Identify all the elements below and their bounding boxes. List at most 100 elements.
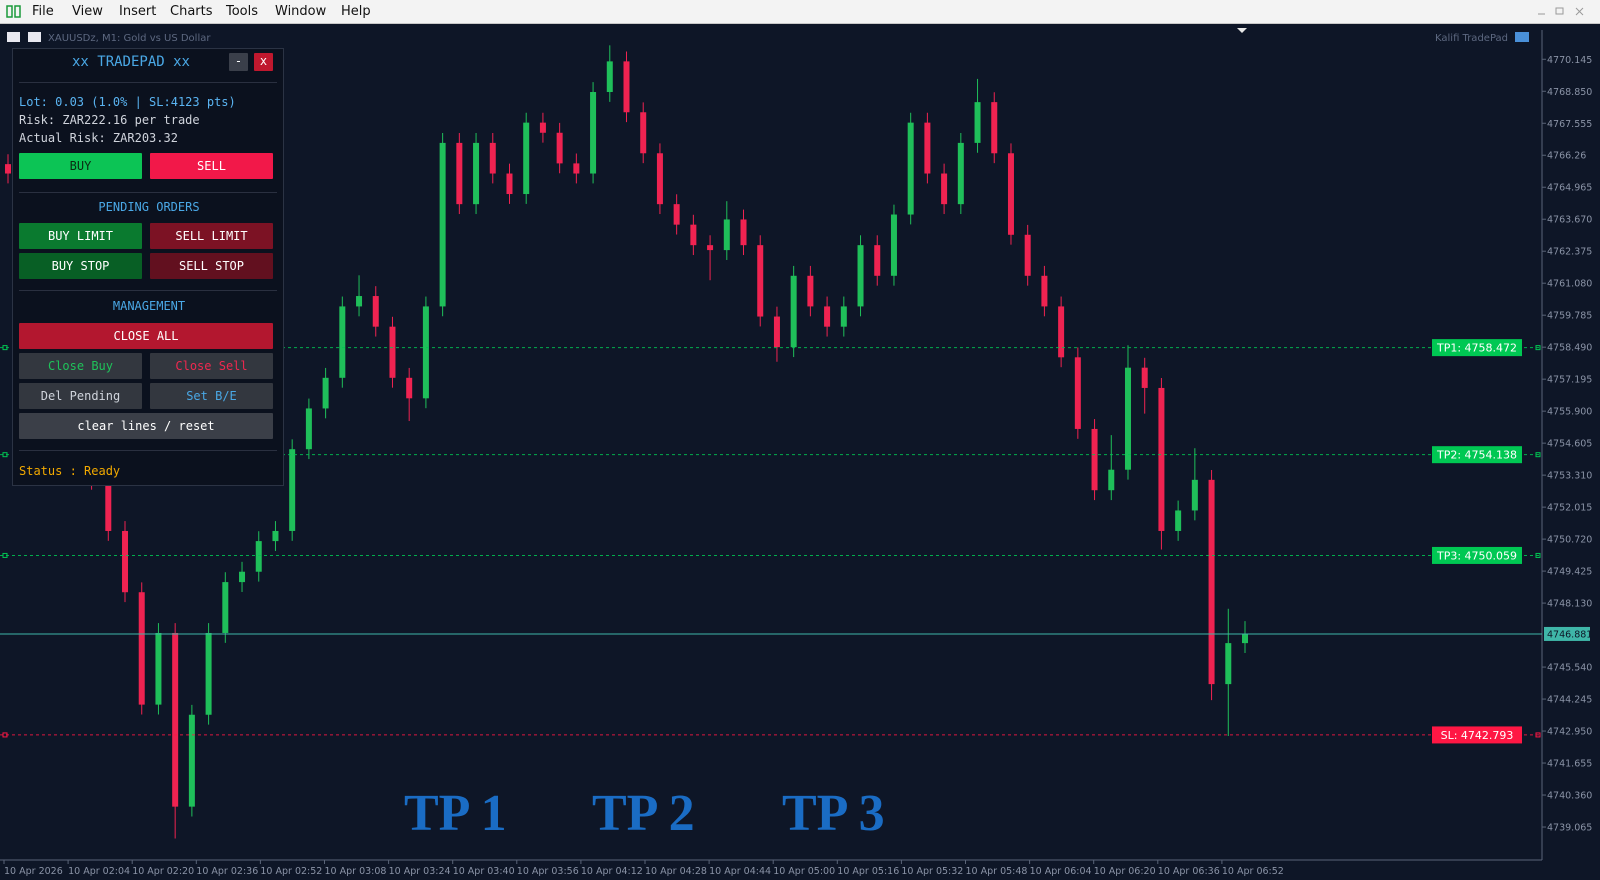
y-tick-label: 4761.080 — [1547, 279, 1592, 290]
level-marker — [1535, 452, 1541, 458]
x-tick-label: 10 Apr 02:04 — [68, 866, 130, 877]
menu-item[interactable]: Window — [275, 4, 327, 19]
candle-body — [1024, 234, 1031, 276]
level-marker — [2, 452, 8, 458]
menu-item[interactable]: Help — [341, 4, 371, 19]
risk-info: Risk: ZAR222.16 per trade — [19, 113, 200, 127]
candle-body — [757, 245, 764, 317]
candle-body — [155, 632, 162, 705]
candle-body — [523, 122, 530, 195]
close-button[interactable]: x — [254, 53, 273, 71]
candle-body — [1124, 367, 1131, 470]
buy-limit-button[interactable]: BUY LIMIT — [19, 223, 142, 249]
candle-body — [1225, 643, 1232, 685]
annotation: TP 3 — [782, 785, 885, 842]
panel-title: xx TRADEPAD xx — [71, 54, 190, 70]
y-tick-label: 4755.900 — [1547, 407, 1592, 418]
status-text: Status : Ready — [19, 464, 121, 478]
candle-body — [5, 164, 11, 174]
del-pending-button[interactable]: Del Pending — [19, 383, 142, 409]
x-tick-label: 10 Apr 06:36 — [1158, 866, 1220, 877]
candle-body — [339, 306, 346, 378]
candle-body — [539, 122, 546, 133]
candle-body — [807, 275, 814, 307]
level-marker — [1535, 345, 1541, 351]
symbol-label: XAUUSDz, M1: Gold vs US Dollar — [48, 33, 211, 44]
buy-stop-button[interactable]: BUY STOP — [19, 253, 142, 279]
candle-body — [640, 112, 647, 154]
candle-body — [322, 377, 329, 409]
indicator-label: Kalifi TradePad — [1435, 33, 1508, 44]
x-tick-label: 10 Apr 05:48 — [966, 866, 1028, 877]
y-tick-label: 4762.375 — [1547, 247, 1592, 258]
candle-body — [1091, 428, 1098, 491]
x-tick-label: 10 Apr 02:36 — [196, 866, 258, 877]
x-tick-label: 10 Apr 05:32 — [901, 866, 963, 877]
x-tick-label: 10 Apr 03:56 — [517, 866, 579, 877]
close-all-button[interactable]: CLOSE ALL — [19, 323, 273, 349]
close-buy-button[interactable]: Close Buy — [19, 353, 142, 379]
x-tick-label: 10 Apr 02:52 — [260, 866, 322, 877]
candle-body — [556, 132, 563, 164]
candle-body — [1074, 357, 1081, 429]
candle-body — [974, 102, 981, 143]
set-be-button[interactable]: Set B/E — [150, 383, 273, 409]
y-tick-label: 4740.360 — [1547, 791, 1592, 802]
x-tick-label: 10 Apr 02:20 — [132, 866, 194, 877]
level-label: TP1: 4758.472 — [1436, 342, 1517, 355]
y-tick-label: 4758.490 — [1547, 343, 1592, 354]
candle-body — [272, 530, 279, 542]
x-tick-label: 10 Apr 2026 — [4, 866, 63, 877]
candle-body — [138, 592, 145, 705]
buy-button[interactable]: BUY — [19, 153, 142, 179]
y-tick-label: 4752.015 — [1547, 503, 1592, 514]
level-marker — [2, 732, 8, 738]
menu-item[interactable]: Insert — [119, 4, 157, 19]
menu-item[interactable]: Charts — [170, 4, 213, 19]
sell-limit-button[interactable]: SELL LIMIT — [150, 223, 273, 249]
candle-body — [656, 153, 663, 205]
x-tick-label: 10 Apr 03:08 — [325, 866, 387, 877]
y-tick-label: 4744.245 — [1547, 695, 1592, 706]
candle-body — [372, 296, 379, 327]
candle-body — [573, 163, 580, 174]
separator — [19, 450, 277, 451]
candle-body — [122, 530, 129, 593]
candle-body — [305, 408, 312, 450]
symbol-icon — [28, 32, 41, 42]
current-price-label: 4746.881 — [1547, 629, 1592, 640]
candle-body — [188, 714, 195, 807]
annotation: TP 1 — [404, 785, 507, 842]
candle-body — [172, 632, 179, 807]
candle-body — [205, 632, 212, 715]
x-tick-label: 10 Apr 06:20 — [1094, 866, 1156, 877]
x-tick-label: 10 Apr 04:44 — [709, 866, 771, 877]
candle-body — [489, 142, 496, 174]
candle-body — [590, 92, 597, 174]
candle-body — [824, 306, 831, 327]
reset-button[interactable]: clear lines / reset — [19, 413, 273, 439]
y-tick-label: 4749.425 — [1547, 567, 1592, 578]
menu-item[interactable]: File — [32, 4, 54, 19]
candle-body — [222, 582, 229, 633]
x-tick-label: 10 Apr 06:52 — [1222, 866, 1284, 877]
sell-stop-button[interactable]: SELL STOP — [150, 253, 273, 279]
sell-button[interactable]: SELL — [150, 153, 273, 179]
candle-body — [439, 142, 446, 307]
level-label-box — [1432, 339, 1522, 357]
candle-body — [105, 479, 112, 531]
candle-body — [1242, 633, 1248, 644]
window-controls[interactable] — [1532, 2, 1592, 22]
candle-body — [1191, 479, 1198, 511]
actual-risk-info: Actual Risk: ZAR203.32 — [19, 131, 178, 145]
menu-item[interactable]: View — [72, 4, 103, 19]
y-tick-label: 4770.145 — [1547, 55, 1592, 66]
y-tick-label: 4767.555 — [1547, 119, 1592, 130]
level-label: TP2: 4754.138 — [1436, 449, 1517, 462]
y-tick-label: 4764.965 — [1547, 183, 1592, 194]
y-tick-label: 4741.655 — [1547, 759, 1592, 770]
menu-item[interactable]: Tools — [226, 4, 259, 19]
candle-body — [422, 306, 429, 399]
minimize-button[interactable]: - — [229, 53, 248, 71]
close-sell-button[interactable]: Close Sell — [150, 353, 273, 379]
